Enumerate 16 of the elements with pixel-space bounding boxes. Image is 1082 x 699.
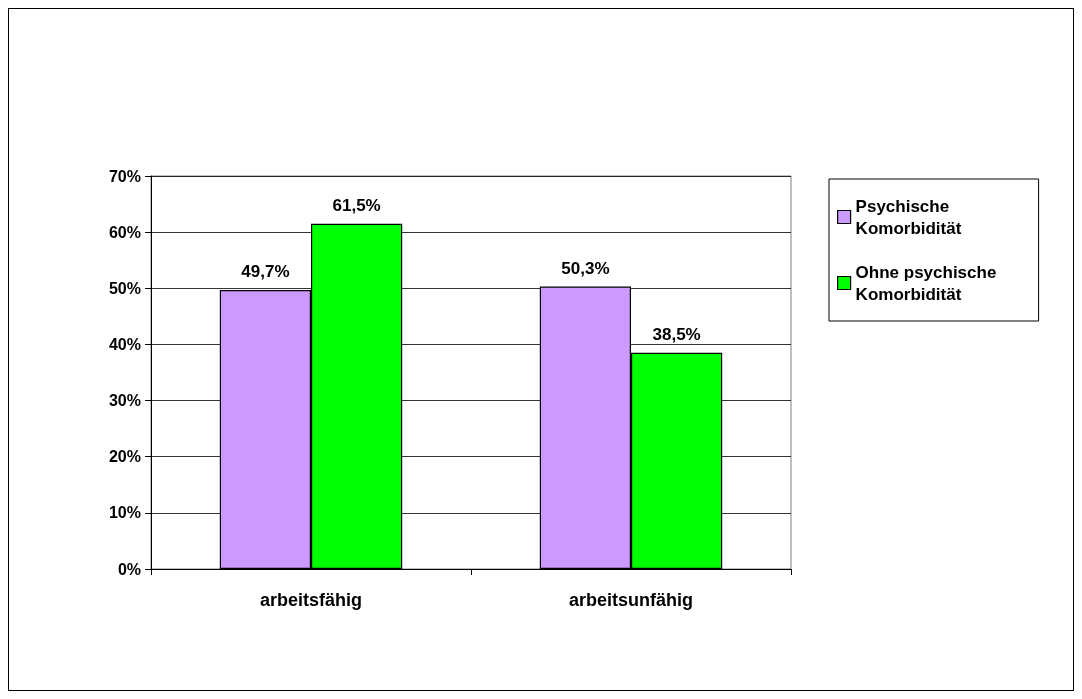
y-tick-label: 40% <box>108 335 141 353</box>
y-tick-label: 70% <box>108 167 141 185</box>
y-tick-label: 60% <box>108 223 141 241</box>
x-tick-label: arbeitsunfähig <box>568 590 694 610</box>
y-tick-label: 20% <box>108 448 141 466</box>
data-label: 49,7% <box>241 261 290 281</box>
y-tick-label: 30% <box>108 392 141 410</box>
y-tick-label: 50% <box>108 279 141 297</box>
legend-label: Psychische Komorbidität <box>855 196 962 238</box>
data-label: 50,3% <box>561 258 610 278</box>
legend-label: Ohne psychische Komorbidität <box>855 262 1002 304</box>
data-label: 61,5% <box>332 195 381 215</box>
x-tick-label: arbeitsfähig <box>259 590 363 610</box>
y-tick-label: 0% <box>117 560 141 578</box>
data-label: 38,5% <box>652 324 701 344</box>
y-tick-label: 10% <box>108 504 141 522</box>
